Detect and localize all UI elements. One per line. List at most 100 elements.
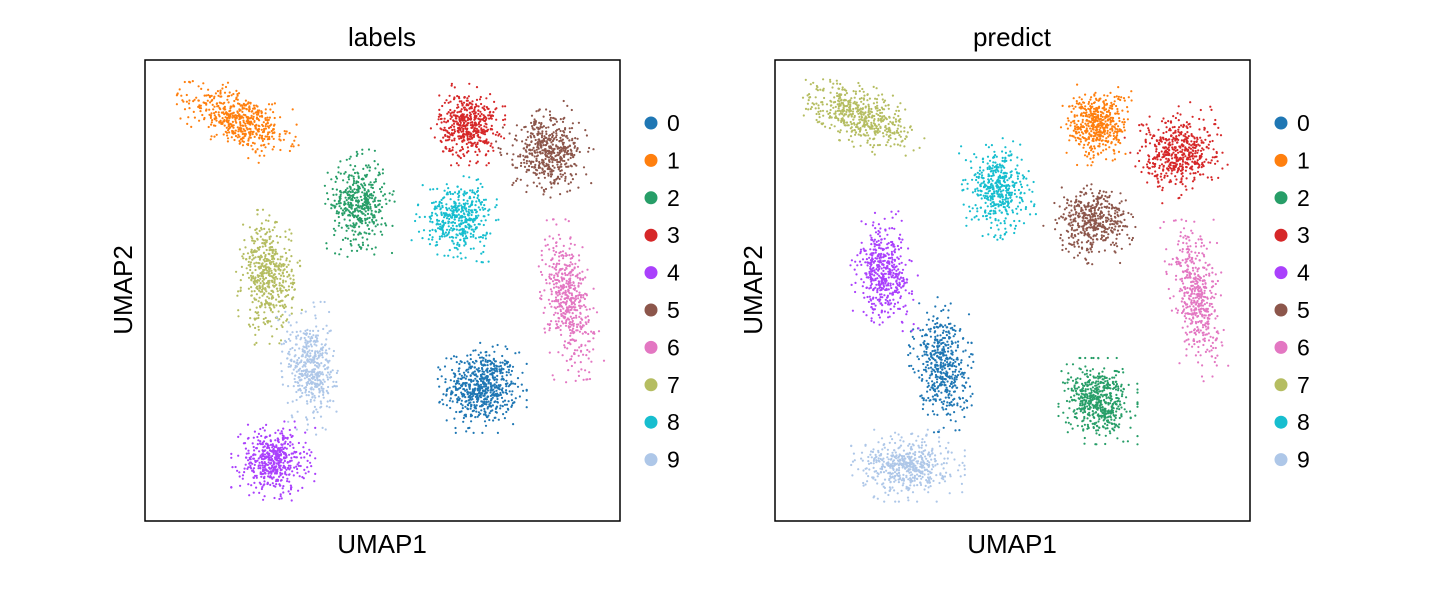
data-point	[280, 430, 283, 433]
data-point	[302, 345, 305, 348]
data-point	[373, 160, 376, 163]
data-point	[568, 322, 572, 326]
data-point	[576, 325, 579, 329]
data-point	[311, 336, 314, 340]
data-point	[548, 275, 551, 278]
data-point	[503, 399, 507, 402]
data-point	[569, 156, 572, 160]
data-point	[455, 114, 458, 117]
data-point	[543, 190, 546, 193]
data-point	[440, 114, 443, 117]
data-point	[461, 103, 464, 106]
data-point	[187, 116, 190, 119]
data-point	[521, 371, 524, 374]
data-point	[431, 236, 434, 239]
data-point	[328, 310, 331, 314]
data-point	[337, 202, 340, 205]
data-point	[231, 120, 234, 123]
data-point	[304, 329, 307, 332]
data-point	[485, 379, 488, 382]
data-point	[555, 285, 558, 288]
data-point	[472, 379, 475, 382]
data-point	[312, 410, 315, 413]
data-point	[511, 382, 515, 385]
data-point	[300, 308, 303, 311]
data-point	[579, 349, 583, 352]
data-point	[580, 368, 583, 371]
data-point	[573, 146, 576, 149]
data-point	[486, 407, 489, 410]
data-point	[511, 158, 514, 161]
data-point	[559, 328, 562, 332]
data-point	[468, 111, 471, 114]
data-point	[292, 278, 295, 281]
data-point	[440, 212, 443, 215]
data-point	[272, 137, 275, 140]
data-point	[310, 465, 313, 468]
data-point	[351, 214, 354, 217]
data-point	[443, 196, 446, 199]
data-point	[444, 231, 447, 234]
data-point	[497, 218, 500, 221]
data-point	[486, 395, 489, 398]
data-point	[258, 134, 262, 137]
data-point	[429, 188, 432, 191]
data-point	[215, 102, 218, 105]
data-point	[280, 343, 283, 346]
data-point	[249, 466, 252, 469]
data-point	[543, 135, 546, 138]
data-point	[251, 442, 254, 445]
data-point	[295, 398, 298, 402]
data-point	[500, 153, 503, 157]
data-point	[491, 396, 494, 399]
data-point	[356, 196, 359, 199]
data-point	[258, 461, 261, 464]
data-point	[288, 480, 291, 483]
data-point	[210, 94, 213, 97]
data-point	[341, 209, 345, 212]
data-point	[350, 249, 353, 252]
data-point	[578, 315, 581, 318]
data-point	[282, 138, 285, 141]
data-point	[351, 225, 354, 228]
data-point	[268, 267, 271, 270]
data-point	[467, 214, 470, 217]
data-point	[555, 251, 558, 254]
data-point	[487, 150, 490, 153]
data-point	[209, 101, 212, 104]
data-point	[574, 379, 577, 382]
data-point	[560, 157, 563, 160]
data-point	[496, 374, 499, 377]
data-point	[499, 361, 502, 364]
data-point	[447, 111, 450, 114]
data-point	[516, 385, 520, 388]
data-point	[532, 146, 535, 149]
data-point	[296, 467, 299, 471]
data-point	[561, 279, 564, 282]
data-point	[241, 124, 244, 127]
data-point	[247, 264, 250, 267]
data-point	[355, 207, 358, 210]
data-point	[421, 237, 424, 240]
data-point	[337, 212, 340, 215]
data-point	[487, 400, 490, 403]
data-point	[370, 209, 373, 212]
data-point	[477, 214, 480, 217]
data-point	[519, 164, 523, 167]
data-point	[479, 124, 482, 127]
data-point	[255, 113, 259, 116]
data-point	[364, 175, 367, 178]
data-point	[307, 370, 310, 373]
data-point	[333, 206, 336, 209]
data-point	[530, 121, 533, 124]
data-point	[560, 169, 563, 172]
data-point	[450, 216, 453, 219]
data-point	[241, 132, 244, 136]
data-point	[456, 129, 459, 132]
data-point	[474, 349, 477, 352]
data-point	[304, 341, 307, 344]
data-point	[475, 260, 478, 263]
data-point	[563, 159, 566, 163]
data-point	[198, 119, 201, 122]
data-point	[466, 113, 469, 116]
